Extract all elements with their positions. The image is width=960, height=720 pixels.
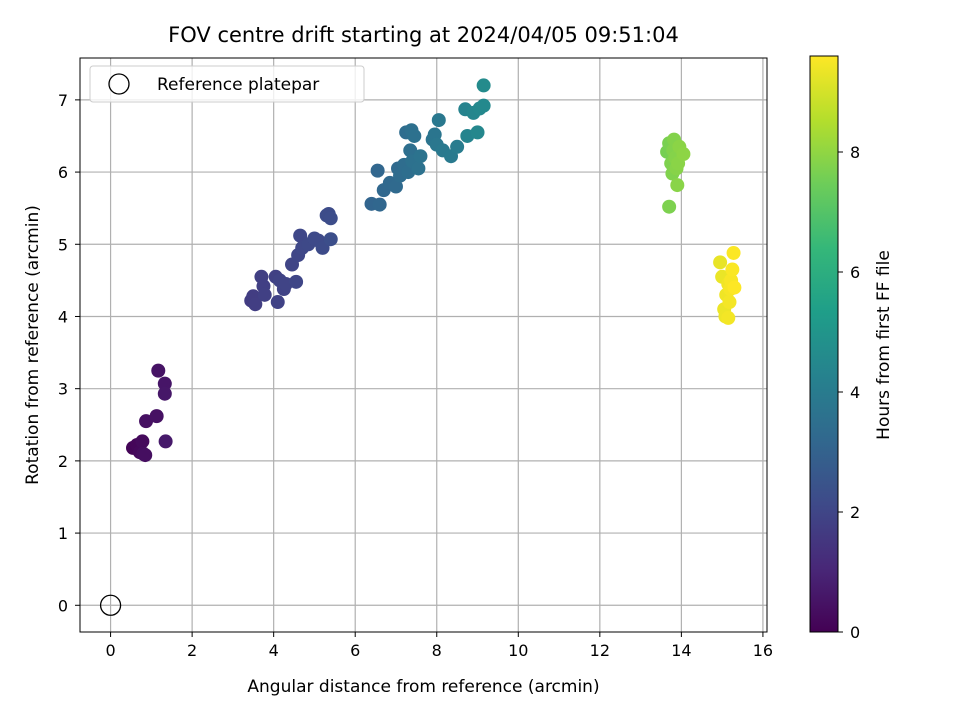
x-axis-ticks: 0 2 4 6 8 10 12 14 16 [105, 632, 773, 660]
colorbar-tick-label: 6 [850, 263, 860, 282]
scatter-point [670, 178, 685, 193]
scatter-point [721, 310, 736, 325]
scatter-point [138, 448, 153, 463]
scatter-point [713, 255, 728, 270]
chart-title: FOV centre drift starting at 2024/04/05 … [168, 23, 679, 47]
scatter-point [135, 434, 150, 449]
scatter-point [407, 128, 422, 143]
x-tick-label: 4 [269, 641, 279, 660]
y-tick-label: 3 [58, 380, 68, 399]
y-tick-label: 2 [58, 452, 68, 471]
y-tick-label: 0 [58, 596, 68, 615]
legend: Reference platepar [89, 65, 365, 103]
y-axis-label: Rotation from reference (arcmin) [23, 205, 43, 485]
scatter-point [403, 143, 418, 158]
colorbar-tick-label: 0 [850, 623, 860, 642]
scatter-point [289, 274, 304, 289]
plot-frame [79, 57, 768, 633]
y-tick-label: 4 [58, 307, 68, 326]
scatter-point [431, 113, 446, 128]
x-axis-label: Angular distance from reference (arcmin) [247, 677, 599, 697]
x-tick-label: 10 [508, 641, 528, 660]
data-points [126, 78, 742, 463]
scatter-point [476, 78, 491, 93]
scatter-point [470, 125, 485, 140]
y-tick-label: 5 [58, 235, 68, 254]
x-tick-label: 2 [187, 641, 197, 660]
grid-lines [80, 58, 767, 632]
scatter-point [476, 98, 491, 113]
scatter-point [248, 297, 263, 312]
colorbar [809, 55, 839, 633]
colorbar-label: Hours from first FF file [874, 250, 894, 440]
scatter-point [257, 287, 272, 302]
y-tick-label: 6 [58, 163, 68, 182]
scatter-point [157, 386, 172, 401]
scatter-point [149, 409, 164, 424]
colorbar-ticks: 0 2 4 6 8 [838, 143, 860, 642]
scatter-point [726, 245, 741, 260]
y-axis-ticks: 0 1 2 3 4 5 6 7 [58, 91, 80, 615]
colorbar-tick-label: 4 [850, 383, 860, 402]
scatter-point [158, 434, 173, 449]
x-tick-label: 14 [671, 641, 691, 660]
scatter-point [388, 179, 403, 194]
scatter-point [157, 376, 172, 391]
legend-box [89, 65, 365, 103]
legend-open-circle-marker [108, 73, 130, 95]
x-tick-label: 6 [350, 641, 360, 660]
scatter-point [450, 139, 465, 154]
scatter-point [413, 149, 428, 164]
reference-platepar-point [99, 594, 122, 616]
scatter-point [411, 161, 426, 176]
reference-marker [99, 594, 122, 616]
scatter-point [372, 197, 387, 212]
scatter-point [370, 163, 385, 178]
legend-label: Reference platepar [157, 75, 319, 95]
scatter-point [722, 295, 737, 310]
scatter-point [270, 295, 285, 310]
x-tick-label: 0 [105, 641, 115, 660]
scatter-point [151, 363, 166, 378]
scatter-point [725, 262, 740, 277]
scatter-point [323, 232, 338, 247]
x-tick-label: 12 [590, 641, 610, 660]
x-tick-label: 8 [432, 641, 442, 660]
scatter-point [727, 280, 742, 295]
scatter-point [323, 211, 338, 226]
colorbar-tick-label: 2 [850, 503, 860, 522]
scatter-point [139, 414, 154, 429]
y-tick-label: 1 [58, 524, 68, 543]
colorbar-tick-label: 8 [850, 143, 860, 162]
scatter-point [662, 199, 677, 214]
y-tick-label: 7 [58, 91, 68, 110]
x-tick-label: 16 [753, 641, 773, 660]
scatter-point [676, 147, 691, 162]
